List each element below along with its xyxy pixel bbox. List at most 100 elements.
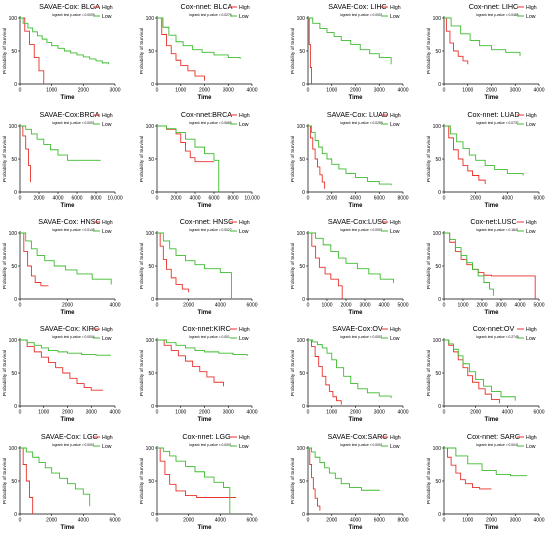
low-risk-curve bbox=[20, 125, 101, 161]
x-tick-label: 3000 bbox=[359, 303, 370, 309]
x-tick-label: 4000 bbox=[246, 410, 257, 416]
chart-title: Cox-nnet: SARC bbox=[467, 432, 520, 441]
x-tick-label: 4000 bbox=[533, 518, 544, 524]
km-panel: SAVAE-Cox: HNSC logrank test p-value = 0.… bbox=[2, 217, 121, 316]
chart-title: Cox-nnet: LIHC bbox=[469, 2, 519, 11]
y-axis-label: Probability of Survival bbox=[2, 350, 8, 396]
y-tick-label: 0 bbox=[438, 404, 441, 410]
y-axis-label: Probability of Survival bbox=[290, 136, 296, 182]
high-risk-curve bbox=[157, 232, 190, 293]
y-tick-label: 0 bbox=[438, 190, 441, 196]
y-tick-label: 0 bbox=[151, 297, 154, 303]
chart-title: SAVAE-Cox:BRCA bbox=[39, 110, 99, 119]
x-tick-label: 5000 bbox=[397, 303, 408, 309]
x-axis-label: Time bbox=[61, 525, 76, 531]
y-tick-label: 50 bbox=[148, 264, 154, 270]
x-tick-label: 4000 bbox=[215, 303, 226, 309]
y-tick-label: 0 bbox=[302, 297, 305, 303]
y-tick-label: 0 bbox=[14, 190, 17, 196]
y-tick-label: 50 bbox=[435, 49, 441, 55]
legend-low-label: Low bbox=[390, 229, 400, 235]
x-tick-label: 8000 bbox=[90, 196, 101, 202]
km-panel: Cox-nnet: BLCA logrank test p-value = 0.0… bbox=[139, 2, 258, 101]
low-risk-curve bbox=[157, 125, 220, 192]
km-panel: SAVAE-Cox:LUSC logrank test p-value = 0.0… bbox=[290, 217, 409, 316]
y-axis-label: Probability of Survival bbox=[2, 243, 8, 289]
legend-low-label: Low bbox=[102, 122, 112, 128]
legend-high-label: High bbox=[390, 435, 401, 441]
y-tick-label: 50 bbox=[435, 157, 441, 163]
pvalue-label: logrank test p-value = 0.0145 bbox=[52, 228, 95, 232]
x-axis-label: Time bbox=[198, 417, 213, 423]
low-risk-curve bbox=[157, 339, 248, 356]
y-tick-label: 0 bbox=[438, 82, 441, 88]
legend-low-label: Low bbox=[239, 336, 249, 342]
low-risk-curve bbox=[308, 232, 394, 284]
x-tick-label: 2000 bbox=[470, 410, 481, 416]
y-tick-label: 0 bbox=[151, 190, 154, 196]
x-tick-label: 0 bbox=[307, 518, 310, 524]
x-tick-label: 2000 bbox=[33, 196, 44, 202]
x-tick-label: 6000 bbox=[71, 196, 82, 202]
low-risk-curve bbox=[20, 447, 91, 507]
x-tick-label: 3000 bbox=[223, 88, 234, 94]
y-tick-label: 0 bbox=[302, 404, 305, 410]
pvalue-label: logrank test p-value = 0.0001 bbox=[52, 121, 95, 125]
x-tick-label: 3000 bbox=[510, 88, 521, 94]
x-tick-label: 3000 bbox=[109, 88, 120, 94]
x-tick-label: 2000 bbox=[183, 303, 194, 309]
y-tick-label: 100 bbox=[9, 124, 18, 130]
legend-low-label: Low bbox=[102, 336, 112, 342]
y-axis-label: Probability of Survival bbox=[426, 136, 432, 182]
y-tick-label: 0 bbox=[438, 512, 441, 518]
x-tick-label: 2000 bbox=[350, 410, 361, 416]
y-tick-label: 50 bbox=[11, 49, 17, 55]
y-tick-label: 50 bbox=[148, 157, 154, 163]
pvalue-label: logrank test p-value = 0.0001 bbox=[340, 13, 383, 17]
x-tick-label: 2000 bbox=[476, 303, 487, 309]
y-tick-label: 100 bbox=[9, 446, 18, 452]
x-tick-label: 0 bbox=[156, 518, 159, 524]
x-tick-label: 8000 bbox=[397, 196, 408, 202]
y-tick-label: 100 bbox=[146, 338, 155, 344]
y-tick-label: 100 bbox=[297, 16, 306, 22]
high-risk-curve bbox=[20, 232, 49, 287]
y-tick-label: 50 bbox=[11, 479, 17, 485]
high-risk-curve bbox=[157, 17, 205, 81]
y-axis-label: Probability of Survival bbox=[290, 458, 296, 504]
y-tick-label: 50 bbox=[11, 264, 17, 270]
y-tick-label: 50 bbox=[11, 371, 17, 377]
pvalue-label: logrank test p-value = 0.0004 bbox=[52, 335, 95, 339]
high-risk-curve bbox=[308, 447, 321, 511]
high-risk-curve bbox=[157, 339, 224, 387]
chart-title: Cox-nnet: LGG bbox=[182, 432, 231, 441]
chart-title: SAVAE-Cox: LIHC bbox=[328, 2, 386, 11]
legend-low-label: Low bbox=[239, 122, 249, 128]
x-tick-label: 2000 bbox=[340, 303, 351, 309]
x-tick-label: 2000 bbox=[183, 518, 194, 524]
low-risk-curve bbox=[308, 17, 392, 65]
y-tick-label: 100 bbox=[433, 338, 442, 344]
y-tick-label: 50 bbox=[148, 371, 154, 377]
x-tick-label: 6000 bbox=[533, 196, 544, 202]
x-tick-label: 4000 bbox=[397, 410, 408, 416]
chart-title: Cox-net:LUSC bbox=[470, 217, 516, 226]
high-risk-curve bbox=[308, 232, 343, 299]
y-tick-label: 0 bbox=[302, 190, 305, 196]
pvalue-label: logrank test p-value = 0.001 bbox=[189, 335, 230, 339]
x-tick-label: 0 bbox=[156, 196, 159, 202]
x-tick-label: 0 bbox=[443, 303, 446, 309]
low-risk-curve bbox=[308, 125, 392, 186]
y-tick-label: 50 bbox=[299, 479, 305, 485]
y-tick-label: 50 bbox=[299, 371, 305, 377]
x-tick-label: 3000 bbox=[223, 410, 234, 416]
x-tick-label: 3000 bbox=[495, 303, 506, 309]
y-tick-label: 0 bbox=[14, 512, 17, 518]
x-tick-label: 4000 bbox=[502, 196, 513, 202]
y-tick-label: 0 bbox=[151, 404, 154, 410]
y-tick-label: 100 bbox=[433, 124, 442, 130]
legend-low-label: Low bbox=[102, 444, 112, 450]
x-tick-label: 0 bbox=[156, 88, 159, 94]
x-axis-label: Time bbox=[198, 525, 213, 531]
